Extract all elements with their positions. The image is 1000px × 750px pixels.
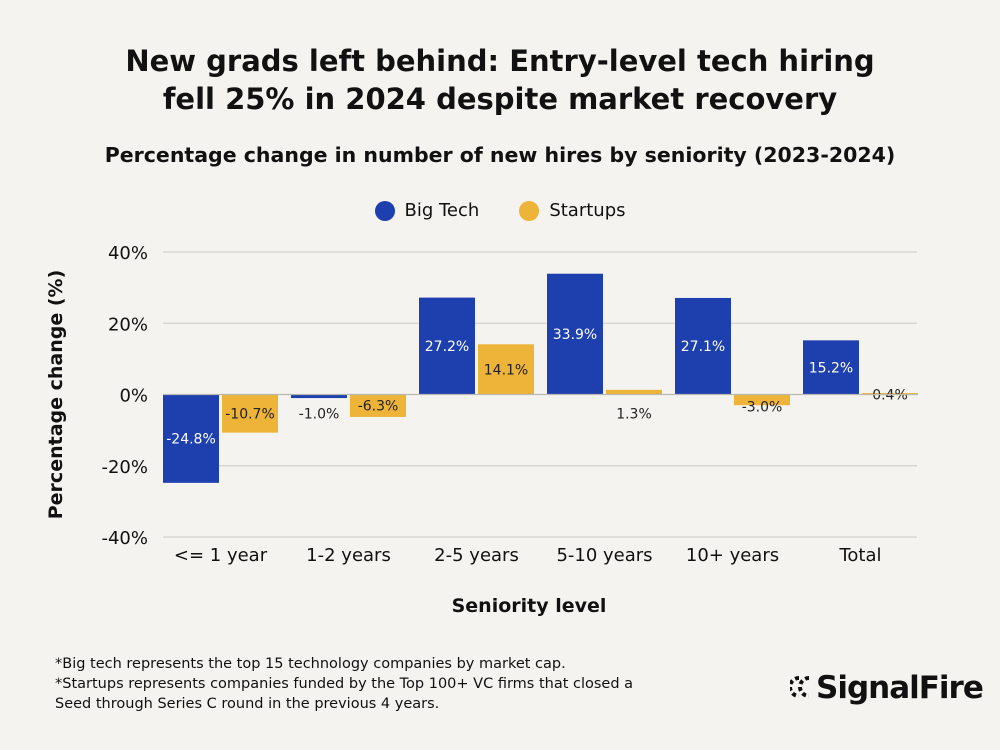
- x-tick-label: 10+ years: [686, 545, 779, 566]
- data-label: 0.4%: [872, 388, 908, 404]
- bar-startups: [734, 394, 790, 406]
- chart-title: New grads left behind: Entry-level tech …: [0, 42, 1000, 118]
- bar-chart: 40% 20% 0% -20% -40% Percentage change (%) <= …: [45, 243, 918, 617]
- signalfire-logo: SignalFire: [790, 670, 984, 706]
- data-label: 15.2%: [809, 360, 853, 376]
- bar-big-tech: [675, 297, 731, 395]
- footnote: Seed through Series C round in the previ…: [55, 696, 440, 712]
- y-tick-label: -20%: [101, 457, 148, 478]
- y-tick-label: -40%: [101, 528, 148, 549]
- data-label: -24.8%: [166, 432, 216, 448]
- bar-big-tech: [419, 297, 475, 395]
- footnote: *Startups represents companies funded by…: [55, 676, 634, 692]
- bar-startups: [606, 389, 662, 395]
- data-label: 1.3%: [616, 407, 652, 423]
- data-label: -6.3%: [358, 399, 399, 415]
- data-label: -1.0%: [299, 407, 340, 423]
- legend-label: Startups: [549, 200, 626, 221]
- y-axis-title: Percentage change (%): [45, 270, 67, 520]
- title-line-2: fell 25% in 2024 despite market recovery: [162, 82, 838, 116]
- x-tick-label: 5-10 years: [556, 545, 652, 566]
- bar-startups: [222, 394, 278, 433]
- legend-label: Big Tech: [404, 200, 480, 221]
- bar-big-tech: [803, 340, 859, 395]
- y-tick-label: 40%: [108, 243, 148, 264]
- data-label: 27.2%: [425, 339, 469, 355]
- bar-big-tech: [163, 394, 219, 483]
- chart-subtitle: Percentage change in number of new hires…: [104, 143, 896, 167]
- footnotes: *Big tech represents the top 15 technolo…: [55, 654, 633, 714]
- bar-big-tech: [291, 394, 347, 399]
- data-label: 33.9%: [553, 327, 597, 343]
- data-label: 14.1%: [484, 362, 528, 378]
- x-axis-title: Seniority level: [452, 595, 607, 617]
- bar-startups: [350, 394, 406, 417]
- x-tick-label: Total: [838, 545, 881, 566]
- x-tick-label: <= 1 year: [174, 545, 268, 566]
- logo-text: SignalFire: [816, 670, 984, 706]
- legend: Big Tech Startups: [0, 200, 1000, 221]
- title-line-1: New grads left behind: Entry-level tech …: [125, 44, 875, 78]
- legend-swatch-big-tech: [374, 200, 395, 221]
- bar-startups: [478, 344, 534, 395]
- data-label: 27.1%: [681, 339, 725, 355]
- x-tick-label: 2-5 years: [434, 545, 519, 566]
- footnote: *Big tech represents the top 15 technolo…: [55, 656, 566, 672]
- legend-swatch-startups: [519, 200, 540, 221]
- data-label: -3.0%: [742, 400, 783, 416]
- legend-item-startups: Startups: [519, 200, 626, 221]
- data-label: -10.7%: [225, 407, 275, 423]
- signalfire-logo-icon: [790, 676, 810, 698]
- x-tick-label: 1-2 years: [306, 545, 391, 566]
- legend-item-big-tech: Big Tech: [374, 200, 480, 221]
- y-tick-label: 20%: [108, 314, 148, 335]
- bar-big-tech: [547, 273, 603, 395]
- y-tick-label: 0%: [119, 386, 148, 407]
